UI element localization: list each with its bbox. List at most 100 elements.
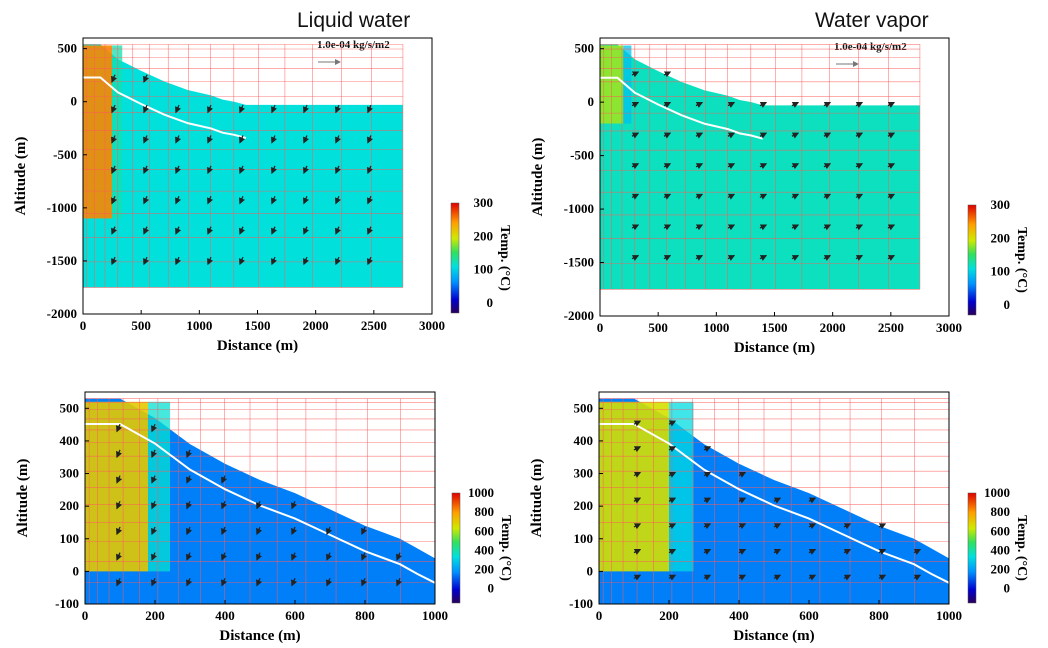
flux-arrow — [727, 132, 736, 139]
flux-arrow — [303, 196, 309, 205]
flux-arrow — [633, 471, 642, 478]
hot-zone — [599, 401, 669, 572]
flux-arrow — [271, 196, 277, 205]
flux-arrow — [151, 501, 158, 510]
flux-arrow — [703, 471, 712, 478]
hot-zone-margin — [148, 401, 171, 572]
y-tick-label: 0 — [588, 94, 595, 109]
flux-arrow — [791, 224, 800, 231]
flux-arrow — [887, 102, 896, 108]
flux-arrow — [143, 256, 150, 266]
flux-arrow — [695, 163, 704, 170]
hot-zone-margin — [112, 45, 123, 219]
y-tick-label: -100 — [569, 596, 593, 611]
flux-arrow — [878, 574, 887, 581]
y-tick-label: -500 — [53, 147, 77, 162]
flux-arrow — [887, 255, 896, 261]
y-tick-label: 400 — [60, 433, 80, 448]
flux-arrow — [823, 255, 832, 261]
x-tick-label: 800 — [869, 608, 889, 623]
flux-arrow — [631, 71, 640, 78]
colorbar-tick-label: 800 — [991, 504, 1011, 519]
flux-arrow — [143, 74, 150, 83]
flux-arrow — [727, 193, 736, 200]
heatmap-plot — [598, 398, 950, 605]
flux-arrow — [175, 135, 182, 144]
y-tick-label: 500 — [58, 41, 78, 56]
flux-arrow — [239, 226, 245, 235]
flux-arrow — [239, 104, 245, 114]
flux-arrow — [695, 255, 704, 261]
colorbar-tick-label: 0 — [1004, 297, 1011, 312]
flux-arrow — [738, 497, 747, 504]
flux-arrow — [151, 475, 158, 484]
flux-arrow — [855, 102, 864, 108]
colorbar-tick-label: 600 — [475, 523, 495, 538]
x-tick-label: 1000 — [703, 320, 729, 335]
flux-arrow — [366, 196, 373, 205]
flux-arrow — [291, 526, 298, 536]
colorbar-tick-label: 200 — [475, 562, 495, 577]
flux-arrow — [361, 552, 368, 561]
flux-arrow — [143, 165, 150, 175]
flux-arrow — [256, 578, 263, 587]
x-tick-label: 3000 — [936, 320, 962, 335]
x-tick-label: 2000 — [820, 320, 846, 335]
x-tick-label: 200 — [145, 608, 165, 623]
colorbar-gradient — [451, 492, 461, 604]
y-tick-label: 0 — [71, 94, 78, 109]
colorbar-tick-label: 300 — [991, 197, 1011, 212]
flux-arrow — [271, 226, 277, 235]
flux-arrow — [111, 135, 118, 144]
flux-arrow — [116, 578, 123, 587]
flux-arrow — [668, 523, 677, 530]
axis-ticks: 0 500 1000 1500 2000 2500 3000 500 0 -500 -1000 -15… — [47, 41, 445, 333]
flux-arrow — [631, 163, 640, 170]
flux-arrow — [326, 578, 333, 587]
heatmap-plot — [82, 44, 404, 288]
flux-arrow — [271, 256, 277, 266]
flux-arrow — [151, 526, 158, 536]
isotherm-line — [83, 76, 247, 139]
flux-arrow — [256, 501, 263, 510]
flux-arrow — [703, 574, 712, 581]
flux-arrow — [738, 523, 747, 530]
flux-arrow — [808, 549, 817, 555]
flux-arrow — [843, 549, 852, 555]
plot-frame — [84, 391, 436, 605]
flux-arrow — [111, 74, 118, 83]
flux-arrow — [808, 497, 817, 504]
colorbar-tick-label: 0 — [487, 295, 494, 310]
x-tick-label: 600 — [799, 608, 819, 623]
flux-arrow — [695, 132, 704, 139]
flux-arrow — [823, 224, 832, 231]
hot-zone — [83, 45, 113, 219]
flux-arrow — [823, 163, 832, 170]
flux-arrow — [303, 104, 309, 114]
flux-arrow — [823, 102, 832, 108]
colorbar-tick-label: 0 — [488, 581, 495, 596]
reference-flux-label: 1.0e-04 kg/s/m2 — [317, 39, 390, 51]
y-tick-label: 400 — [574, 433, 594, 448]
flux-arrow — [175, 256, 182, 266]
flux-arrow — [151, 578, 158, 587]
flux-arrow — [695, 224, 704, 231]
heatmap-plot — [599, 44, 921, 290]
x-axis-label: Distance (m) — [217, 338, 298, 354]
flux-arrow — [143, 104, 150, 114]
flux-arrow — [695, 193, 704, 200]
colorbar-gradient — [967, 204, 977, 316]
isotherm-line — [85, 422, 436, 584]
flux-arrow — [116, 449, 123, 459]
y-tick-label: 500 — [60, 400, 80, 415]
x-tick-label: 2500 — [878, 320, 904, 335]
flux-arrow — [759, 163, 768, 170]
colorbar-tick-label: 1000 — [468, 485, 494, 500]
flux-arrow — [326, 526, 333, 536]
y-tick-label: -2000 — [564, 308, 594, 323]
flux-arrow — [334, 135, 341, 144]
x-tick-label: 0 — [82, 608, 89, 623]
flux-arrow — [633, 497, 642, 504]
colorbar-tick-label: 100 — [474, 262, 494, 277]
